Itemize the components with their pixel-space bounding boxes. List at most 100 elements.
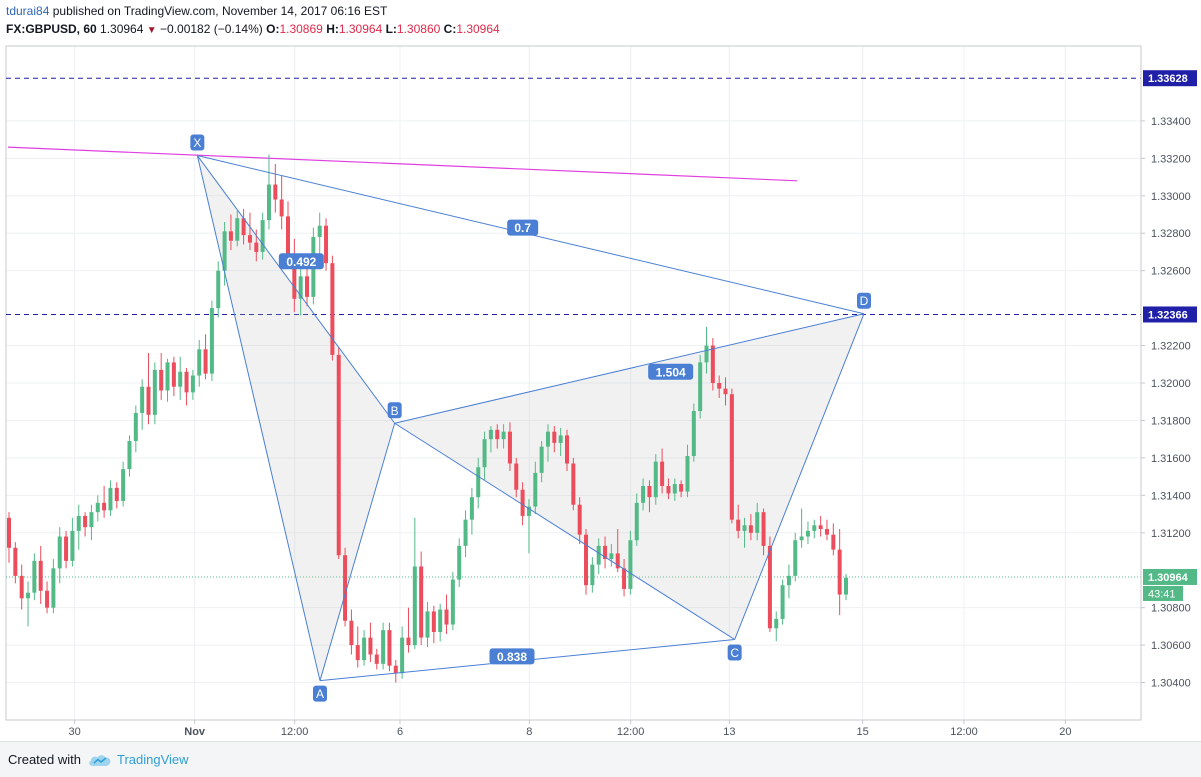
candle[interactable] [628, 530, 633, 595]
candle[interactable] [70, 517, 75, 567]
candle[interactable] [343, 547, 348, 627]
candle[interactable] [514, 457, 519, 498]
candle[interactable] [425, 602, 430, 647]
candle[interactable] [362, 630, 367, 666]
candle[interactable] [488, 426, 493, 453]
candle[interactable] [805, 521, 810, 545]
candle[interactable] [368, 622, 373, 662]
candle[interactable] [273, 163, 278, 213]
candle[interactable] [755, 502, 760, 541]
candle[interactable] [609, 544, 614, 567]
candle[interactable] [184, 368, 189, 406]
candle[interactable] [51, 558, 56, 614]
candle[interactable] [165, 358, 170, 402]
candle[interactable] [476, 457, 481, 509]
candle[interactable] [228, 214, 233, 251]
candle[interactable] [520, 482, 525, 526]
symbol-name[interactable]: FX:GBPUSD, 60 [6, 22, 97, 36]
point-label-c[interactable]: C [730, 646, 739, 660]
candle[interactable] [685, 444, 690, 498]
candle[interactable] [507, 422, 512, 471]
candle[interactable] [102, 485, 107, 518]
candle[interactable] [545, 424, 550, 462]
candle[interactable] [431, 605, 436, 644]
candle[interactable] [330, 255, 335, 361]
candle[interactable] [349, 609, 354, 655]
trendline[interactable] [7, 146, 798, 182]
candle[interactable] [298, 265, 303, 316]
pattern-line-bc[interactable] [394, 422, 735, 640]
pattern-line-bd[interactable] [394, 313, 865, 424]
tradingview-cloud-icon[interactable] [88, 753, 112, 767]
candle[interactable] [7, 512, 11, 563]
candle[interactable] [444, 594, 449, 634]
candle[interactable] [672, 478, 677, 501]
candle[interactable] [108, 480, 113, 516]
point-label-d[interactable]: D [860, 294, 869, 308]
candle[interactable] [742, 517, 747, 548]
candle[interactable] [336, 347, 341, 559]
candle[interactable] [552, 426, 557, 453]
candle[interactable] [577, 497, 582, 545]
candle[interactable] [736, 504, 741, 539]
candle[interactable] [13, 542, 18, 584]
candle[interactable] [622, 558, 627, 597]
time-axis[interactable]: 30 Nov 12:00 6 8 12:00 13 15 12:00 20 [6, 719, 1141, 738]
candle[interactable] [679, 480, 684, 498]
candle[interactable] [698, 354, 703, 419]
candle[interactable] [761, 508, 766, 556]
candle[interactable] [596, 538, 601, 574]
candle[interactable] [824, 519, 829, 541]
candle[interactable] [279, 175, 284, 230]
candle[interactable] [32, 553, 37, 601]
candle[interactable] [127, 435, 132, 477]
pattern-line-cd[interactable] [734, 313, 865, 640]
candle[interactable] [140, 379, 145, 430]
pattern-line-ab[interactable] [319, 423, 396, 681]
candle[interactable] [450, 572, 455, 631]
candle[interactable] [393, 660, 398, 683]
candle[interactable] [793, 532, 798, 582]
candle[interactable] [438, 603, 443, 642]
candle[interactable] [190, 369, 195, 400]
candle[interactable] [57, 527, 62, 584]
candle[interactable] [400, 626, 405, 679]
candle[interactable] [837, 529, 842, 616]
candle[interactable] [710, 338, 715, 391]
candle[interactable] [64, 530, 69, 569]
candle[interactable] [590, 557, 595, 593]
candle[interactable] [381, 622, 386, 670]
candle[interactable] [495, 424, 500, 449]
candle[interactable] [634, 493, 639, 546]
candle[interactable] [209, 300, 214, 382]
candle[interactable] [539, 441, 544, 483]
candle[interactable] [171, 356, 176, 397]
tradingview-brand-link[interactable]: TradingView [117, 752, 189, 767]
candle[interactable] [482, 431, 487, 481]
candle[interactable] [159, 353, 164, 400]
candle[interactable] [152, 362, 157, 425]
candle[interactable] [203, 334, 208, 380]
point-label-x[interactable]: X [193, 136, 201, 150]
candle[interactable] [729, 388, 734, 524]
candle[interactable] [501, 424, 506, 449]
candle[interactable] [114, 482, 119, 509]
candle[interactable] [146, 353, 151, 425]
candle[interactable] [767, 536, 772, 633]
candle[interactable] [26, 581, 31, 627]
candle[interactable] [419, 551, 424, 646]
candle[interactable] [235, 210, 240, 247]
candle[interactable] [603, 536, 608, 569]
candle[interactable] [266, 154, 271, 230]
point-label-b[interactable]: B [391, 404, 399, 418]
candle[interactable] [241, 208, 246, 245]
candle[interactable] [355, 626, 360, 668]
candle[interactable] [558, 427, 563, 457]
candle[interactable] [178, 356, 183, 400]
candle[interactable] [463, 510, 468, 558]
point-label-a[interactable]: A [316, 687, 324, 701]
candle[interactable] [121, 461, 126, 507]
candle[interactable] [133, 405, 138, 453]
candle[interactable] [748, 514, 753, 541]
